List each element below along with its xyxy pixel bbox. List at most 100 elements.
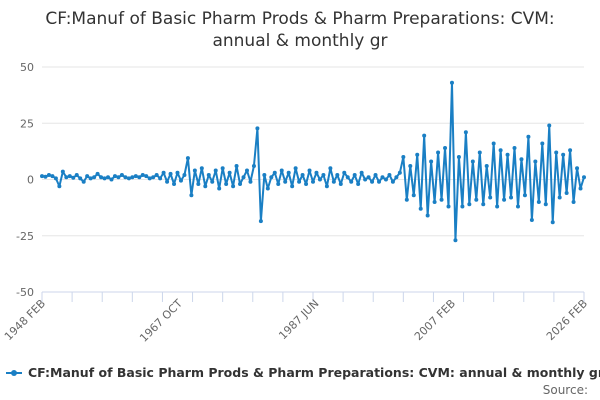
data-point: [342, 170, 347, 175]
data-point: [519, 157, 524, 162]
data-point: [165, 179, 170, 184]
data-point: [119, 173, 124, 177]
data-point: [536, 200, 541, 204]
data-point: [126, 176, 131, 181]
data-point: [272, 170, 277, 175]
data-point: [578, 186, 583, 191]
data-point: [199, 166, 204, 171]
data-point: [512, 146, 517, 150]
data-point: [425, 213, 430, 218]
data-point: [244, 168, 249, 173]
data-point: [106, 175, 111, 180]
data-point: [470, 159, 475, 164]
data-point: [203, 184, 208, 189]
data-point: [279, 168, 284, 173]
x-tick-label: 1948 FEB: [2, 297, 48, 343]
data-point: [224, 182, 229, 186]
y-tick-label: 0: [27, 174, 34, 187]
data-point: [474, 197, 479, 202]
data-point: [297, 179, 302, 184]
data-point: [147, 176, 152, 181]
data-point: [335, 173, 340, 177]
data-point: [547, 123, 552, 128]
data-point: [43, 174, 48, 179]
data-point: [415, 152, 420, 157]
data-point: [561, 152, 566, 157]
data-point: [571, 200, 576, 204]
y-tick-label: -25: [16, 230, 34, 243]
data-point: [92, 175, 97, 180]
data-point: [71, 175, 76, 180]
data-point: [116, 175, 121, 180]
data-point: [509, 195, 514, 200]
data-point: [338, 182, 343, 186]
data-point: [67, 174, 72, 179]
data-point: [321, 173, 326, 177]
data-point: [331, 179, 336, 184]
data-point: [286, 170, 291, 175]
x-tick-label: 1967 OCT: [137, 297, 185, 345]
data-point: [380, 175, 385, 180]
legend-line-icon: [6, 368, 22, 378]
data-point: [554, 150, 559, 155]
data-point: [359, 170, 364, 175]
data-point: [262, 173, 267, 177]
data-point: [439, 197, 444, 202]
data-point: [251, 164, 256, 168]
data-point: [495, 204, 500, 209]
data-point: [540, 141, 545, 146]
data-point: [387, 173, 392, 177]
chart-title-line-1: CF:Manuf of Basic Pharm Prods & Pharm Pr…: [45, 9, 555, 29]
data-point: [373, 173, 378, 177]
data-point: [269, 175, 274, 180]
data-point: [140, 173, 145, 177]
data-point: [526, 134, 531, 139]
data-point: [238, 182, 243, 186]
chart-title-line-2: annual & monthly gr: [212, 31, 388, 51]
data-point: [477, 150, 482, 155]
data-point: [213, 168, 218, 173]
data-point: [175, 170, 180, 175]
data-point: [307, 168, 312, 173]
series-line: [41, 81, 585, 242]
data-point: [366, 175, 371, 180]
data-point: [151, 175, 156, 180]
data-point: [137, 175, 142, 180]
data-point: [231, 184, 236, 189]
data-point: [192, 168, 197, 173]
data-point: [133, 174, 138, 179]
data-point: [582, 175, 586, 180]
data-point: [81, 179, 86, 184]
data-point: [109, 177, 114, 182]
data-point: [158, 176, 163, 181]
data-point: [258, 219, 263, 224]
data-point: [345, 175, 350, 180]
data-point: [411, 193, 416, 198]
data-point: [463, 130, 468, 135]
data-point: [102, 176, 107, 181]
data-point: [449, 80, 454, 85]
data-point: [453, 238, 458, 243]
data-point: [352, 173, 357, 177]
data-point: [522, 193, 527, 198]
data-point: [446, 204, 451, 209]
data-point: [154, 173, 159, 177]
data-point: [568, 148, 573, 153]
data-point: [432, 200, 437, 204]
data-point: [88, 176, 93, 181]
data-point: [255, 126, 260, 131]
data-point: [53, 176, 58, 181]
data-point: [394, 175, 399, 180]
data-point: [227, 170, 232, 175]
data-point: [370, 179, 375, 184]
data-point: [99, 175, 104, 180]
data-point: [429, 159, 434, 164]
data-point: [290, 184, 295, 189]
data-point: [481, 202, 486, 207]
data-point: [401, 155, 406, 159]
legend-item[interactable]: CF:Manuf of Basic Pharm Prods & Pharm Pr…: [6, 365, 600, 380]
data-point: [515, 204, 520, 209]
data-point: [196, 182, 201, 186]
